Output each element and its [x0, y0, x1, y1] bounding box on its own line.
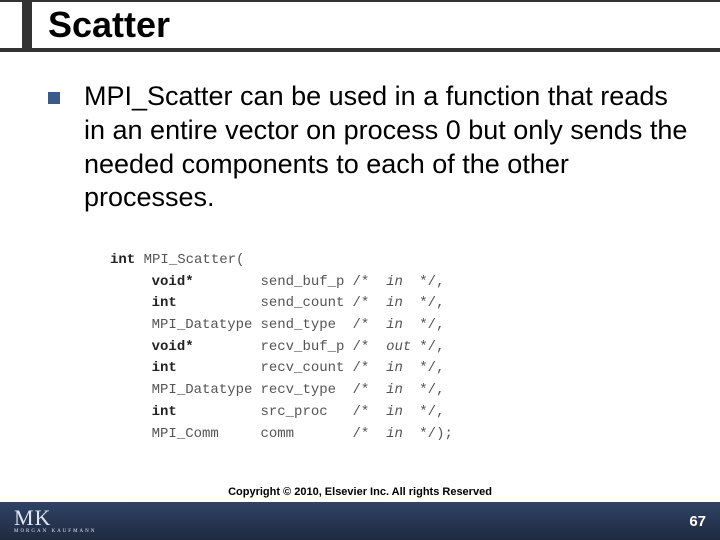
param-comment: /* in — [352, 315, 419, 337]
param-row: MPI_Datatyperecv_type/* in*/, — [110, 380, 461, 402]
param-comment: /* out — [352, 337, 419, 359]
param-term: */, — [419, 315, 461, 337]
bullet-item: MPI_Scatter can be used in a function th… — [48, 80, 688, 215]
title-rule-bottom — [0, 48, 720, 52]
param-type: MPI_Datatype — [152, 380, 261, 402]
logo-subtext: MORGAN KAUFMANN — [14, 529, 96, 534]
params-table: void*send_buf_p/* in*/, intsend_count/* … — [110, 272, 461, 446]
param-name: recv_type — [260, 380, 352, 402]
page-number: 67 — [689, 513, 706, 530]
slide-title: Scatter — [48, 4, 170, 46]
copyright-text: Copyright © 2010, Elsevier Inc. All righ… — [0, 486, 720, 498]
param-name: comm — [260, 424, 352, 446]
param-type: int — [152, 293, 261, 315]
param-row: MPI_Commcomm/* in*/); — [110, 424, 461, 446]
param-name: recv_buf_p — [260, 337, 352, 359]
bullet-text: MPI_Scatter can be used in a function th… — [84, 80, 688, 215]
param-name: send_type — [260, 315, 352, 337]
param-name: src_proc — [260, 402, 352, 424]
param-row: void*recv_buf_p/* out*/, — [110, 337, 461, 359]
param-comment: /* in — [352, 293, 419, 315]
param-term: */); — [419, 424, 461, 446]
param-type: MPI_Comm — [152, 424, 261, 446]
logo-initials: MK — [14, 505, 51, 530]
param-name: recv_count — [260, 358, 352, 380]
param-row: MPI_Datatypesend_type/* in*/, — [110, 315, 461, 337]
param-row: intrecv_count/* in*/, — [110, 358, 461, 380]
param-type: int — [152, 358, 261, 380]
param-comment: /* in — [352, 272, 419, 294]
param-row: void*send_buf_p/* in*/, — [110, 272, 461, 294]
param-term: */, — [419, 402, 461, 424]
return-type: int — [110, 252, 135, 268]
param-comment: /* in — [352, 402, 419, 424]
param-term: */, — [419, 272, 461, 294]
open-paren: ( — [236, 252, 244, 268]
param-term: */, — [419, 380, 461, 402]
param-name: send_count — [260, 293, 352, 315]
param-row: intsrc_proc/* in*/, — [110, 402, 461, 424]
param-term: */, — [419, 293, 461, 315]
body-area: MPI_Scatter can be used in a function th… — [48, 80, 688, 215]
param-term: */, — [419, 337, 461, 359]
param-name: send_buf_p — [260, 272, 352, 294]
param-type: MPI_Datatype — [152, 315, 261, 337]
param-comment: /* in — [352, 424, 419, 446]
title-bar: Scatter — [0, 0, 720, 58]
param-term: */, — [419, 358, 461, 380]
param-comment: /* in — [352, 380, 419, 402]
param-row: intsend_count/* in*/, — [110, 293, 461, 315]
function-name: MPI_Scatter — [144, 252, 236, 268]
title-rule-top — [0, 0, 720, 2]
param-comment: /* in — [352, 358, 419, 380]
title-left-accent — [22, 0, 32, 52]
param-type: void* — [152, 337, 261, 359]
publisher-logo: MK MORGAN KAUFMANN — [14, 505, 96, 534]
footer-bar: MK MORGAN KAUFMANN 67 — [0, 502, 720, 540]
code-block: int MPI_Scatter( void*send_buf_p/* in*/,… — [110, 250, 461, 445]
bullet-marker-icon — [48, 92, 60, 104]
function-decl: int MPI_Scatter( — [110, 250, 461, 272]
param-type: int — [152, 402, 261, 424]
param-type: void* — [152, 272, 261, 294]
